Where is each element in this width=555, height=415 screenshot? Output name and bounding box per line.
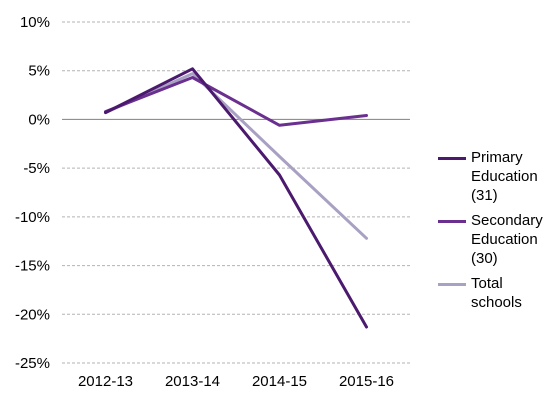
legend-item-total: Total schools: [438, 274, 553, 312]
x-tick-label: 2014-15: [252, 373, 307, 390]
y-axis-ticks: 10% 5% 0% -5% -10% -15% -20% -25%: [15, 14, 50, 372]
x-tick-label: 2012-13: [78, 373, 133, 390]
x-tick-label: 2013-14: [165, 373, 220, 390]
legend: Primary Education (31) Secondary Educati…: [438, 148, 553, 318]
y-tick-label: -25%: [15, 355, 50, 372]
series-line-2: [104, 72, 368, 240]
series-line-0: [104, 67, 368, 329]
x-tick-label: 2015-16: [339, 373, 394, 390]
legend-item-primary: Primary Education (31): [438, 148, 553, 205]
y-tick-label: -5%: [23, 160, 50, 177]
legend-swatch-primary: [438, 157, 466, 160]
x-axis-ticks: 2012-13 2013-14 2014-15 2015-16: [78, 373, 394, 390]
series-line-1: [104, 76, 368, 127]
legend-item-secondary: Secondary Education (30): [438, 211, 553, 268]
series-lines: [104, 67, 368, 329]
y-tick-label: 10%: [20, 14, 50, 31]
y-tick-label: -10%: [15, 209, 50, 226]
legend-label-primary: Primary Education (31): [471, 149, 538, 204]
legend-label-total: Total schools: [471, 275, 522, 311]
gridlines: [62, 21, 410, 364]
legend-swatch-total: [438, 283, 466, 286]
y-tick-label: -15%: [15, 258, 50, 275]
legend-swatch-secondary: [438, 220, 466, 223]
y-tick-label: 5%: [28, 63, 50, 80]
legend-label-secondary: Secondary Education (30): [471, 212, 543, 267]
y-tick-label: 0%: [28, 111, 50, 128]
y-tick-label: -20%: [15, 306, 50, 323]
